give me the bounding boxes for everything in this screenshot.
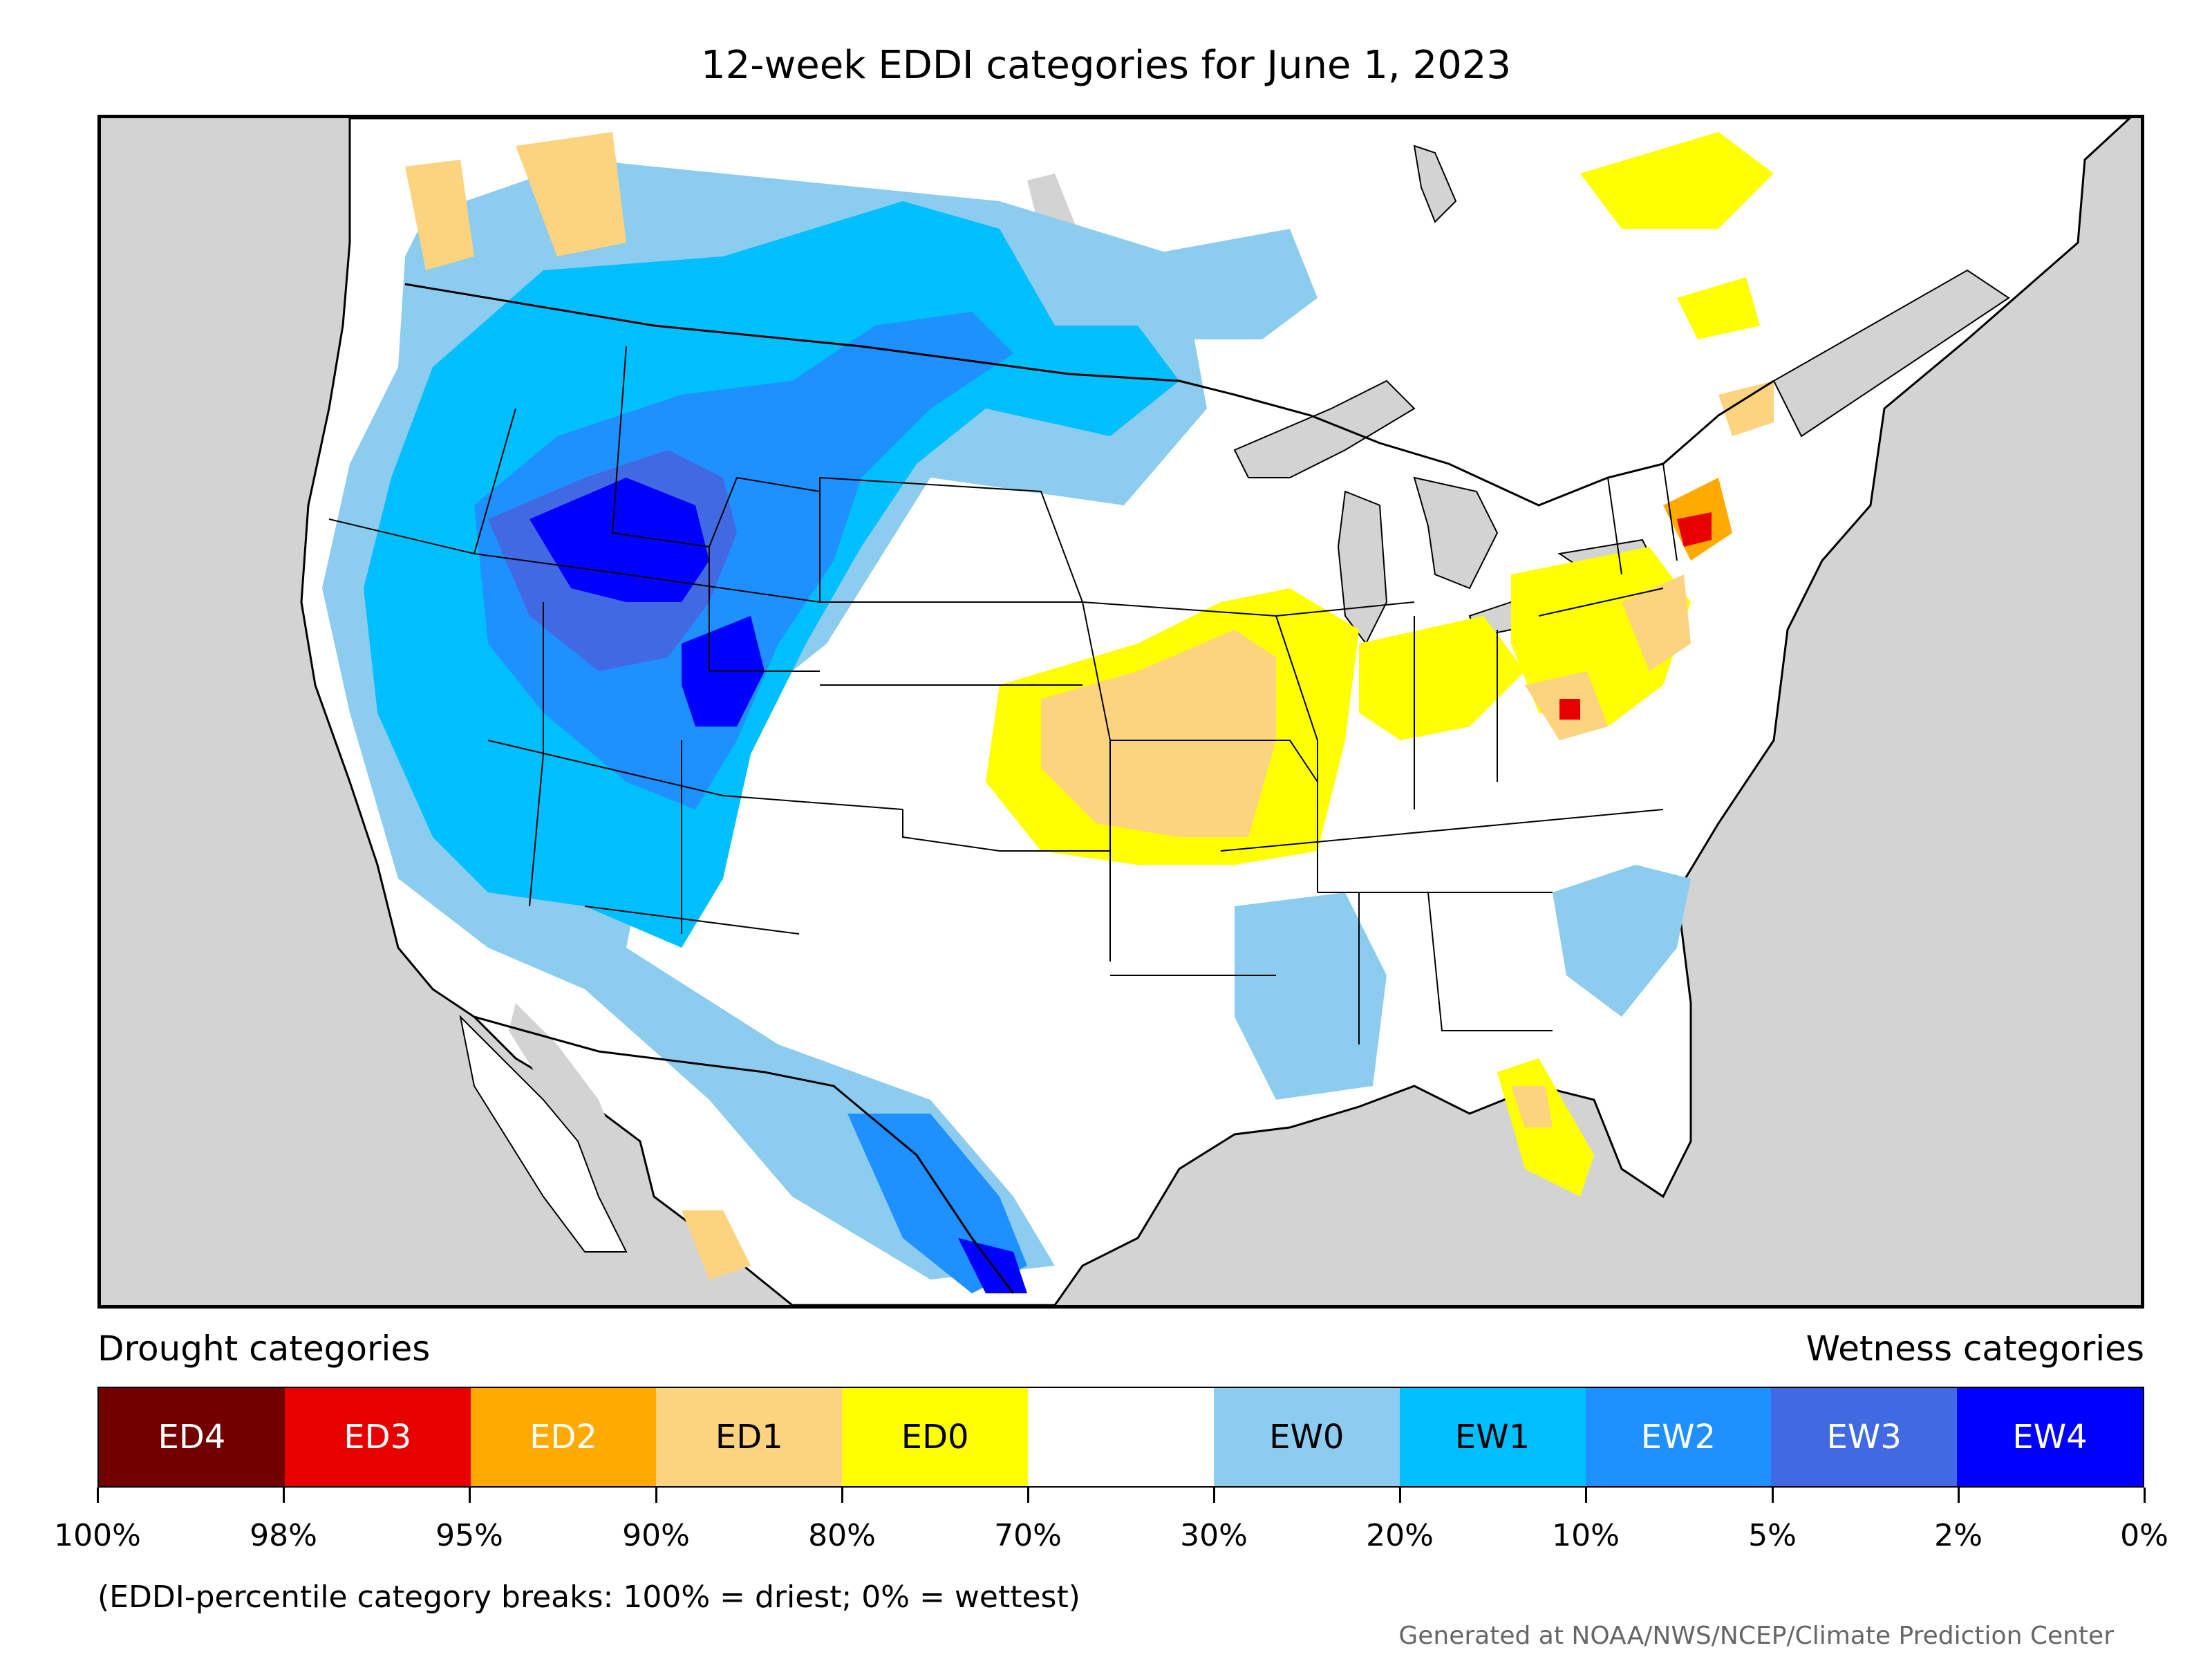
ed3-virginia <box>1559 699 1580 720</box>
us-canada-border <box>404 283 1774 507</box>
ed1-maine <box>1718 381 1774 436</box>
map-svg <box>300 118 2132 1305</box>
category-breaks-note: (EDDI-percentile category breaks: 100% =… <box>97 1580 1080 1615</box>
colorbar-cell-ed3: ED3 <box>284 1388 471 1486</box>
tick-mark <box>1399 1488 1401 1503</box>
tick-label: 2% <box>1934 1518 1983 1553</box>
tick-mark <box>1213 1488 1215 1503</box>
drought-categories-heading: Drought categories <box>97 1329 431 1369</box>
tick-label: 95% <box>435 1518 503 1553</box>
eddi-map <box>97 115 2144 1309</box>
ed1-central <box>1041 630 1276 837</box>
ew0-gulf-coast <box>1235 892 1387 1100</box>
tick-mark <box>2144 1488 2146 1503</box>
tick-label: 70% <box>994 1518 1062 1553</box>
colorbar-cell-ew3: EW3 <box>1771 1388 1958 1486</box>
tick-mark <box>469 1488 471 1503</box>
tick-mark <box>841 1488 843 1503</box>
tick-mark <box>283 1488 285 1503</box>
credit-line: Generated at NOAA/NWS/NCEP/Climate Predi… <box>1398 1622 2114 1650</box>
tick-mark <box>1958 1488 1960 1503</box>
tick-mark <box>655 1488 657 1503</box>
ew2-west <box>474 312 1013 809</box>
lake-superior <box>1233 379 1416 478</box>
colorbar-cell-ed4: ED4 <box>99 1388 285 1486</box>
colorbar-cell-ed0: ED0 <box>842 1388 1029 1486</box>
ed0-quebec <box>1580 132 1774 229</box>
tick-label: 98% <box>250 1518 317 1553</box>
st-lawrence-gulf <box>1772 269 2010 438</box>
tick-mark <box>97 1488 99 1503</box>
ed1-alberta <box>516 132 626 256</box>
colorbar-cell-ed2: ED2 <box>470 1388 657 1486</box>
tick-label: 20% <box>1366 1518 1434 1553</box>
lake-huron <box>1413 476 1499 590</box>
baja-peninsula <box>459 1014 628 1253</box>
lake-nipigon <box>1413 144 1457 223</box>
colorbar-cell-ew2: EW2 <box>1585 1388 1772 1486</box>
colorbar-cell-ew0: EW0 <box>1213 1388 1400 1486</box>
category-colorbar: ED4 ED3 ED2 ED1 ED0 EW0 EW1 EW2 EW3 EW4 <box>97 1387 2144 1488</box>
ed1-bc <box>405 160 474 270</box>
tick-label: 100% <box>54 1518 141 1553</box>
tick-label: 90% <box>622 1518 690 1553</box>
colorbar-cell-ew1: EW1 <box>1399 1388 1586 1486</box>
tick-label: 5% <box>1748 1518 1797 1553</box>
ew0-southeast <box>1553 865 1691 1017</box>
tick-label: 10% <box>1552 1518 1620 1553</box>
tick-mark <box>1772 1488 1774 1503</box>
wetness-categories-heading: Wetness categories <box>1806 1329 2144 1369</box>
tick-mark <box>1027 1488 1029 1503</box>
ew0-north-central <box>1138 229 1318 339</box>
map-title: 12-week EDDI categories for June 1, 2023 <box>701 43 1511 88</box>
ed1-mid-atlantic <box>1622 574 1691 671</box>
gulf-of-california <box>509 1003 626 1197</box>
colorbar-cell-ew4: EW4 <box>1957 1388 2143 1486</box>
ed1-florida <box>1511 1086 1553 1127</box>
ed0-ohio-valley <box>1359 616 1525 740</box>
ed3-new-england <box>1677 512 1712 547</box>
percentile-ticks: 100% 98% 95% 90% 80% 70% 30% 20% 10% 5% 2% 0% <box>54 1488 2168 1557</box>
state-lines <box>328 346 1678 1044</box>
ew4-west <box>529 478 709 602</box>
colorbar-cell-ed1: ED1 <box>656 1388 843 1486</box>
us-mexico-border <box>474 1015 1015 1294</box>
tick-label: 30% <box>1180 1518 1248 1553</box>
tick-label: 80% <box>808 1518 876 1553</box>
ed1-mexico <box>682 1210 751 1280</box>
colorbar-cell-normal <box>1028 1388 1214 1486</box>
ed0-labrador <box>1677 277 1760 339</box>
tick-label: 0% <box>2120 1518 2168 1553</box>
tick-mark <box>1585 1488 1587 1503</box>
